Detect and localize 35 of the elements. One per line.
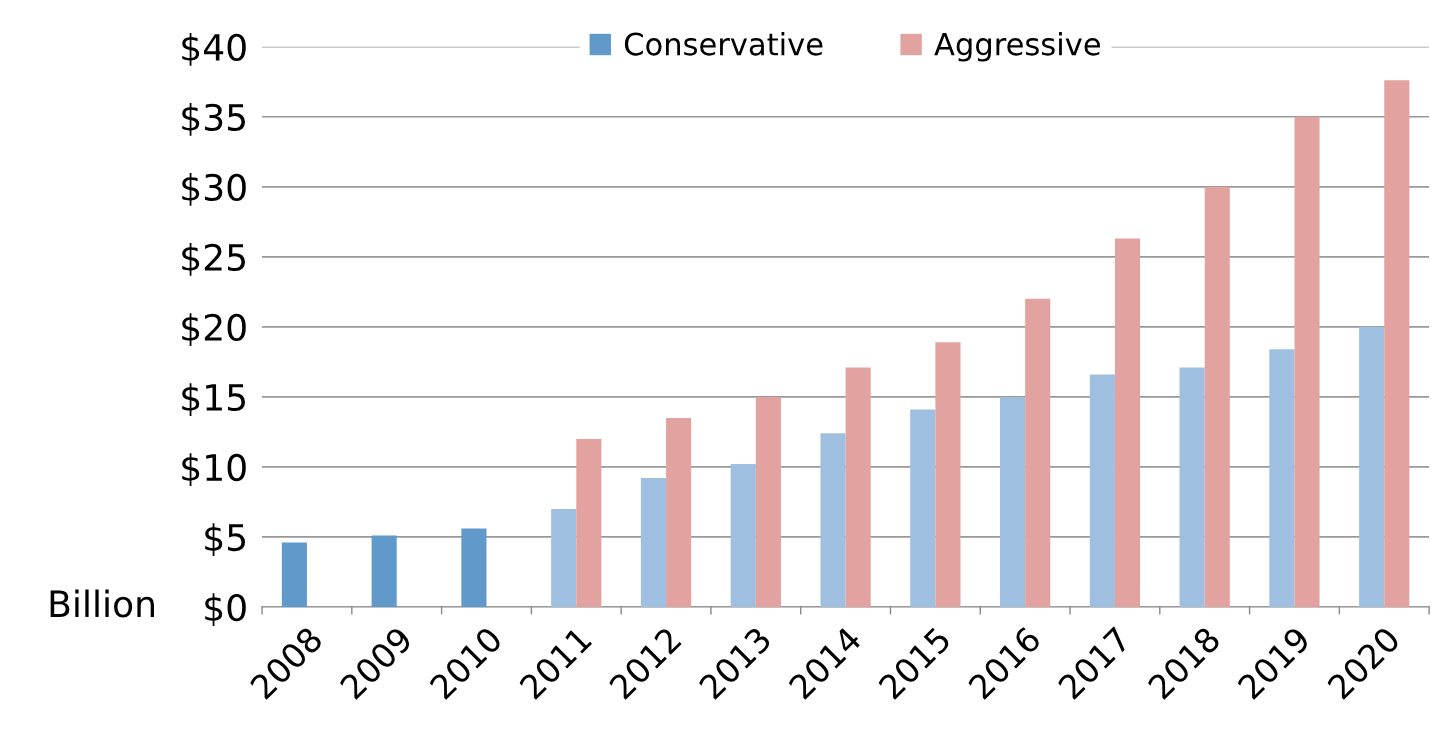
bar — [820, 433, 846, 607]
bar — [1204, 186, 1230, 607]
bar — [640, 478, 667, 607]
bar — [281, 542, 307, 607]
bar — [755, 396, 781, 607]
bar — [576, 438, 602, 607]
y-tick-label: $25 — [182, 243, 246, 276]
bar — [551, 508, 577, 607]
y-tick-label: $10 — [182, 453, 246, 486]
bar — [1384, 80, 1410, 607]
bar — [1089, 374, 1115, 607]
bar — [1025, 298, 1051, 607]
legend-label: Aggressive — [934, 31, 1100, 62]
bar — [1179, 367, 1205, 607]
bar — [1269, 349, 1295, 607]
y-tick-label: $15 — [182, 383, 246, 416]
bar — [371, 535, 397, 607]
bar — [935, 342, 961, 607]
y-axis-title: Billion — [50, 589, 154, 618]
bar — [1114, 238, 1141, 607]
bar — [1294, 116, 1320, 607]
y-tick-label: $5 — [205, 523, 246, 556]
bar — [730, 464, 756, 607]
y-tick-label: $40 — [182, 33, 246, 66]
bar — [666, 417, 692, 607]
bar — [461, 528, 487, 607]
y-tick-label: $20 — [182, 313, 246, 346]
bar — [910, 409, 936, 607]
y-tick-label: $0 — [205, 593, 246, 626]
bar — [845, 367, 871, 607]
bar — [1359, 326, 1385, 607]
bar — [1000, 396, 1026, 607]
legend-label: Conservative — [624, 31, 823, 56]
y-tick-label: $35 — [182, 103, 246, 136]
y-tick-label: $30 — [182, 173, 246, 206]
